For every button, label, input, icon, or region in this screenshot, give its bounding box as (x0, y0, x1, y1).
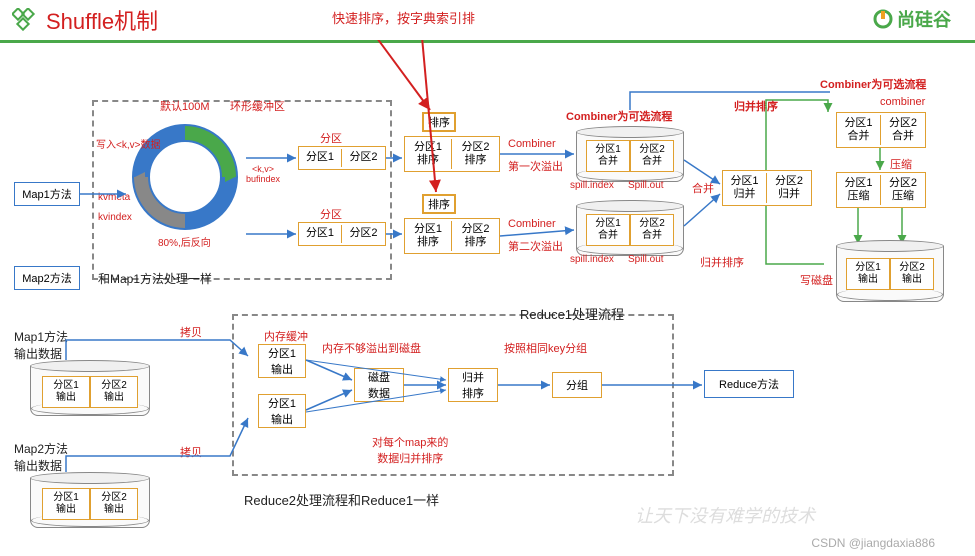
p1z: 分区1 压缩 (837, 175, 881, 205)
r-p1o-a: 分区1 输出 (42, 376, 90, 408)
reduce-box: Reduce方法 (704, 370, 794, 398)
map1-out-cyl: 分区1 输出 分区2 输出 (30, 360, 150, 416)
p2o-disk: 分区2 输出 (890, 258, 934, 290)
merge-lbl: 合并 (692, 180, 714, 196)
membuf-2: 分区1 输出 (258, 394, 306, 428)
compress-row: 分区1 压缩 分区2 压缩 (836, 172, 926, 208)
disk-cyl: 分区1 输出 分区2 输出 (836, 240, 944, 302)
sort-row-2: 分区1 排序 分区2 排序 (404, 218, 500, 254)
copy-lbl-1: 拷贝 (180, 324, 202, 340)
sort-lbl-2: 排序 (422, 194, 456, 214)
mergesort-box: 归并 排序 (448, 368, 498, 402)
memnote-lbl: 内存不够溢出到磁盘 (322, 340, 421, 356)
buf-title: 环形缓冲区 (230, 98, 285, 114)
combiner-opt-1: Combiner为可选流程 (566, 108, 672, 124)
spill-cyl-2: 分区1 合并 分区2 合并 (576, 200, 684, 256)
combiner-lbl-2: Combiner (508, 218, 556, 230)
top-note: 快速排序，按字典索引排 (332, 8, 475, 27)
buf-kvmeta: kvmeta (98, 192, 130, 203)
sort-row-1: 分区1 排序 分区2 排序 (404, 136, 500, 172)
combiner-opt-2: Combiner为可选流程 (820, 76, 926, 92)
spillidx-1: spill.index (570, 180, 614, 191)
header: Shuffle机制 (0, 0, 975, 43)
p1m-a: 分区1 合并 (586, 140, 630, 172)
buf-default: 默认100M (160, 98, 210, 114)
compress-lbl: 压缩 (890, 156, 912, 172)
p1ms: 分区1 归并 (723, 173, 767, 203)
p2s-b: 分区2 排序 (452, 221, 499, 251)
part-lbl-1: 分区 (320, 130, 342, 146)
diskdata-box: 磁盘 数据 (354, 368, 404, 402)
signature: CSDN @jiangdaxia886 (811, 536, 935, 550)
shuffle-icon (12, 8, 36, 32)
p2-a: 分区2 (342, 149, 385, 166)
map2-out-lbl: Map2方法 输出数据 (14, 440, 68, 474)
map2-note: 和Map1方法处理一样 (98, 270, 212, 287)
spill2-lbl: 第二次溢出 (508, 238, 563, 254)
mergenote-lbl: 对每个map来的 数据归并排序 (372, 434, 448, 466)
buf-kv: <k,v> bufindex (246, 164, 280, 184)
group-box: 分组 (552, 372, 602, 398)
r-p1o-b: 分区1 输出 (42, 488, 90, 520)
buf-80: 80%,后反向 (158, 234, 211, 249)
r-p2o-b: 分区2 输出 (90, 488, 138, 520)
p1s-a: 分区1 排序 (405, 139, 452, 169)
p2c: 分区2 合并 (881, 115, 925, 145)
spill-cyl-1: 分区1 合并 分区2 合并 (576, 126, 684, 182)
map2-box: Map2方法 (14, 266, 80, 290)
diagram-canvas: 快速排序，按字典索引排 Map1方法 Map2方法 和Map1方法处理一样 默认… (0, 40, 975, 556)
r-p2o-a: 分区2 输出 (90, 376, 138, 408)
groupnote-lbl: 按照相同key分组 (504, 340, 587, 356)
p2-b: 分区2 (342, 225, 385, 242)
spill1-lbl: 第一次溢出 (508, 158, 563, 174)
reduce-title: Reduce1处理流程 (520, 304, 624, 323)
map1-box: Map1方法 (14, 182, 80, 206)
writedisk-lbl: 写磁盘 (800, 272, 833, 288)
part-lbl-2: 分区 (320, 206, 342, 222)
combiner-lbl-1: Combiner (508, 138, 556, 150)
buf-kvindex: kvindex (98, 212, 132, 223)
spillout-1: Spill.out (628, 180, 664, 191)
membuf-1: 分区1 输出 (258, 344, 306, 378)
reduce2-note: Reduce2处理流程和Reduce1一样 (244, 490, 439, 509)
buf-write: 写入<k,v>数据 (96, 136, 160, 151)
p2s-a: 分区2 排序 (452, 139, 499, 169)
spillout-2: Spill.out (628, 254, 664, 265)
page-title: Shuffle机制 (46, 4, 158, 36)
p2z: 分区2 压缩 (881, 175, 925, 205)
combiner-row: 分区1 合并 分区2 合并 (836, 112, 926, 148)
p2m-a: 分区2 合并 (630, 140, 674, 172)
combiner2-lbl: combiner (880, 96, 925, 108)
mergesort-lbl-2: 归并排序 (700, 254, 744, 270)
p2ms: 分区2 归并 (767, 173, 811, 203)
map2-out-cyl: 分区1 输出 分区2 输出 (30, 472, 150, 528)
p1s-b: 分区1 排序 (405, 221, 452, 251)
merge-row: 分区1 归并 分区2 归并 (722, 170, 812, 206)
brand-text: 尚硅谷 (897, 6, 951, 32)
part-row-2: 分区1 分区2 (298, 222, 386, 246)
mergesort-lbl-1: 归并排序 (734, 98, 778, 114)
part-row-1: 分区1 分区2 (298, 146, 386, 170)
sort-lbl-1: 排序 (422, 112, 456, 132)
p1c: 分区1 合并 (837, 115, 881, 145)
brand-logo: 尚硅谷 (873, 6, 951, 32)
p1m-b: 分区1 合并 (586, 214, 630, 246)
p1o-disk: 分区1 输出 (846, 258, 890, 290)
p2m-b: 分区2 合并 (630, 214, 674, 246)
watermark: 让天下没有难学的技术 (635, 502, 815, 528)
p1-a: 分区1 (299, 149, 342, 166)
spillidx-2: spill.index (570, 254, 614, 265)
membuf-lbl: 内存缓冲 (264, 328, 308, 344)
p1-b: 分区1 (299, 225, 342, 242)
map1-out-lbl: Map1方法 输出数据 (14, 328, 68, 362)
copy-lbl-2: 拷贝 (180, 444, 202, 460)
